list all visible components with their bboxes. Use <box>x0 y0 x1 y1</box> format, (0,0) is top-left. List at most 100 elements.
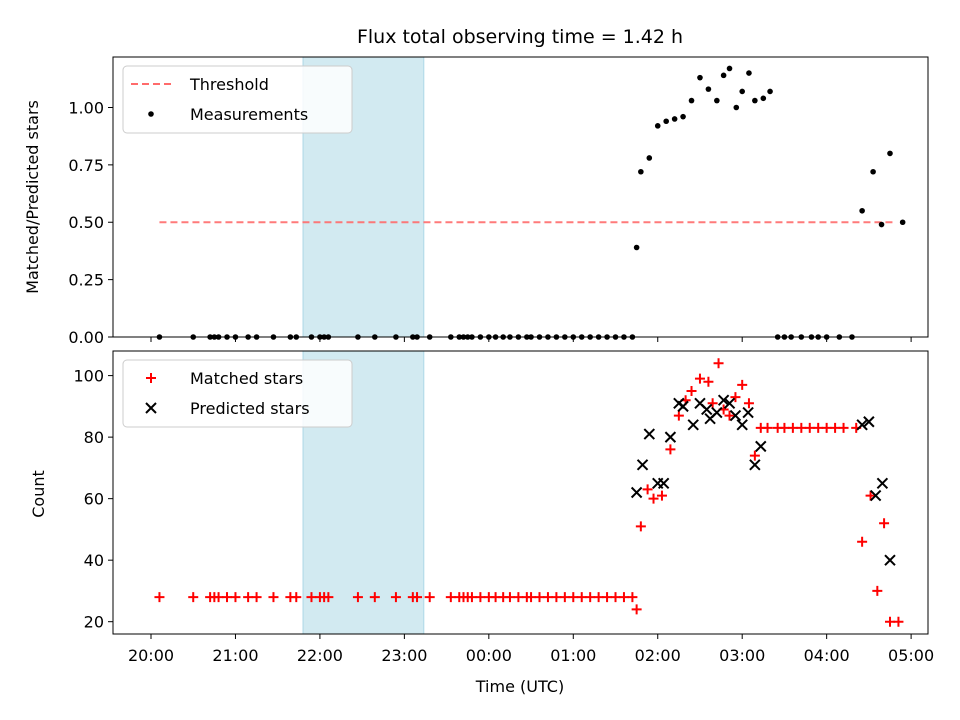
bottom-x-tick-label: 04:00 <box>804 646 850 665</box>
bottom-y-axis-label: Count <box>29 470 48 518</box>
bottom-matched-point <box>251 592 262 603</box>
top-measurement-point <box>663 118 669 125</box>
bottom-matched-point <box>576 592 587 603</box>
top-measurement-point <box>887 150 893 157</box>
top-measurement-point <box>688 97 695 104</box>
bottom-matched-point <box>642 484 653 495</box>
bottom-panel: 20 40 60 80 100 20:00 21:00 22:00 23:00 00:00 01:0… <box>73 350 934 665</box>
bottom-predicted-point <box>755 440 767 453</box>
top-measurement-point <box>720 72 727 79</box>
top-measurement-point <box>646 155 653 161</box>
bottom-matched-point <box>424 592 435 603</box>
bottom-matched-point <box>568 592 579 603</box>
bottom-predicted-point <box>723 397 736 410</box>
bottom-predicted-point <box>711 406 723 419</box>
bottom-matched-point <box>154 592 165 603</box>
top-measurement-point <box>739 88 745 95</box>
top-measurement-point <box>633 244 640 251</box>
bottom-legend-plus-swatch <box>146 373 156 383</box>
bottom-predicted-point <box>701 403 713 416</box>
bottom-predicted-point <box>636 459 649 471</box>
bottom-matched-point <box>703 376 714 387</box>
bottom-legend-label: Predicted stars <box>190 399 310 418</box>
bottom-matched-point <box>542 592 553 603</box>
bottom-x-tick-label: 00:00 <box>466 646 512 665</box>
bottom-y-tick-label: 60 <box>84 490 104 509</box>
bottom-matched-point <box>268 592 279 603</box>
bottom-matched-point <box>707 398 718 409</box>
top-y-tick-label: 1.00 <box>68 98 104 117</box>
bottom-matched-point <box>513 592 524 603</box>
bottom-matched-point <box>635 521 646 532</box>
top-measurement-point <box>654 123 661 129</box>
bottom-predicted-point <box>657 477 670 489</box>
top-axes-frame <box>112 56 929 338</box>
bottom-matched-point <box>475 592 486 603</box>
bottom-matched-point <box>821 422 832 433</box>
bottom-predicted-point <box>742 406 754 419</box>
bottom-matched-point <box>466 592 477 603</box>
bottom-matched-point <box>390 592 401 603</box>
bottom-matched-point <box>656 490 667 501</box>
x-axis-label: Time (UTC) <box>475 677 564 696</box>
top-measurement-point <box>760 95 767 102</box>
top-measurement-point <box>697 74 703 81</box>
bottom-matched-point <box>879 518 890 529</box>
top-y-tick-label: 0.25 <box>68 271 104 290</box>
bottom-matched-point <box>673 410 684 421</box>
top-measurement-point <box>680 113 686 120</box>
bottom-matched-point <box>857 536 868 547</box>
top-legend-label: Threshold <box>189 75 269 94</box>
bottom-legend-label: Matched stars <box>190 369 303 388</box>
bottom-y-tick-label: 80 <box>84 428 104 447</box>
bottom-matched-point <box>412 592 423 603</box>
bottom-matched-point <box>213 592 224 603</box>
bottom-matched-point <box>737 379 748 390</box>
bottom-matched-point <box>749 450 760 461</box>
bottom-predicted-point <box>677 400 689 413</box>
bottom-matched-point <box>585 592 596 603</box>
bottom-y-tick-label: 20 <box>84 613 104 632</box>
bottom-matched-point <box>762 422 773 433</box>
top-legend <box>122 65 353 134</box>
top-measurement-point <box>878 221 885 228</box>
bottom-x-tick-label: 03:00 <box>719 646 765 665</box>
bottom-matched-point <box>813 422 824 433</box>
top-measurement-point <box>859 207 865 214</box>
top-y-tick-label: 0.50 <box>68 213 104 232</box>
bottom-matched-point <box>648 493 659 504</box>
top-measurement-point <box>705 86 712 92</box>
bottom-predicted-point <box>863 416 875 428</box>
bottom-matched-point <box>830 422 841 433</box>
bottom-matched-point <box>694 373 705 384</box>
bottom-matched-point <box>872 585 883 596</box>
top-measurement-point <box>733 104 740 111</box>
bottom-x-tick-label: 21:00 <box>212 646 258 665</box>
bottom-matched-point <box>779 422 790 433</box>
bottom-matched-point <box>306 592 317 603</box>
top-y-tick-label: 0.75 <box>68 156 104 175</box>
bottom-predicted-point <box>869 489 882 502</box>
bottom-matched-point <box>610 592 621 603</box>
bottom-matched-point <box>665 444 676 455</box>
bottom-matched-point <box>445 592 456 603</box>
bottom-predicted-point <box>884 554 896 566</box>
bottom-predicted-point <box>664 431 677 443</box>
top-legend-dot-swatch <box>148 111 154 117</box>
bottom-matched-point <box>627 592 638 603</box>
top-measurement-point <box>638 168 644 175</box>
bottom-predicted-point <box>856 419 868 431</box>
bottom-predicted-point <box>717 394 730 406</box>
bottom-matched-point <box>893 616 904 627</box>
bottom-x-tick-label: 01:00 <box>550 646 596 665</box>
bottom-matched-point <box>631 604 642 615</box>
bottom-predicted-point <box>643 428 656 440</box>
bottom-x-tick-label: 02:00 <box>635 646 681 665</box>
top-measurement-point <box>870 168 876 175</box>
bottom-predicted-point <box>729 409 742 422</box>
bottom-matched-point <box>884 616 895 627</box>
bottom-matched-point <box>534 592 545 603</box>
bottom-matched-point <box>230 592 241 603</box>
bottom-matched-point <box>593 592 604 603</box>
